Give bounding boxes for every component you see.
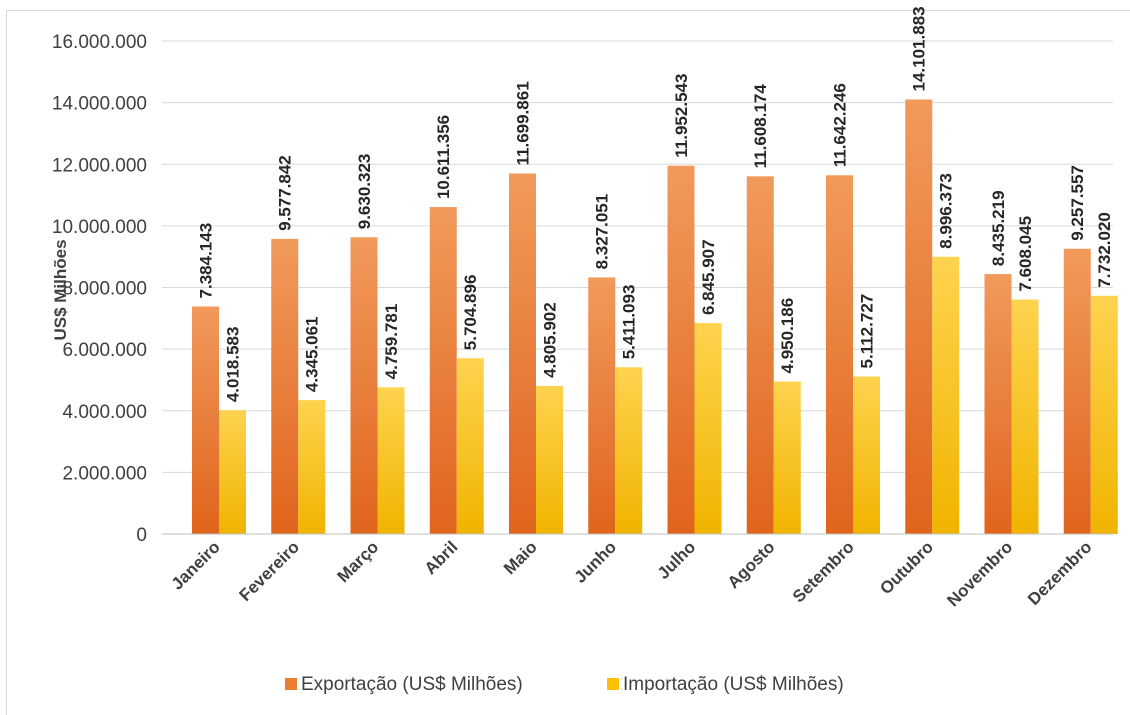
data-label: 6.845.907 [699,239,718,315]
data-label: 10.611.356 [434,115,453,199]
data-label: 7.608.045 [1016,216,1035,292]
data-label: 7.384.143 [197,223,216,299]
bar-importacao [219,410,246,534]
bar-importacao [1011,299,1039,534]
y-tick-label: 12.000.000 [52,155,147,176]
bar-exportacao [429,207,457,534]
bar-exportacao [826,175,853,534]
x-tick-label: Janeiro [168,537,224,593]
x-tick-label: Dezembro [1024,537,1096,609]
data-label: 11.642.246 [831,83,850,167]
data-label: 8.327.051 [593,194,612,270]
bar-importacao [298,400,326,534]
data-label: 4.805.902 [541,302,560,378]
data-label: 9.630.323 [355,154,374,230]
y-axis-ticks: 0 2.000.000 4.000.000 6.000.000 8.000.000 10.… [52,32,147,546]
x-tick-label: Março [333,537,382,586]
data-labels: 7.384.143 4.018.583 9.577.842 4.345.061 9.63… [197,6,1115,402]
data-label: 5.704.896 [461,275,480,351]
bar-importacao [773,381,801,534]
legend-label-exportacao: Exportação (US$ Milhões) [301,674,523,695]
bar-exportacao [667,165,695,534]
data-label: 11.608.174 [751,84,770,169]
x-axis-categories: Janeiro Fevereiro Março Abril Maio Junho Julho… [168,537,1096,610]
data-label: 5.112.727 [858,294,877,369]
data-label: 11.699.861 [514,81,533,165]
data-label: 8.996.373 [937,173,956,249]
bar-importacao [853,376,880,534]
bar-importacao [536,385,563,534]
y-tick-label: 6.000.000 [62,340,147,361]
bar-importacao [377,387,405,534]
bar-exportacao [588,277,616,534]
bar-exportacao [509,173,536,534]
bar-importacao [932,256,960,534]
y-tick-label: 14.000.000 [52,94,147,115]
bar-importacao [456,358,484,534]
legend: Exportação (US$ Milhões) Importação (US$… [285,674,844,695]
x-tick-label: Agosto [724,537,779,592]
data-label: 7.732.020 [1095,212,1114,288]
y-tick-label: 10.000.000 [52,217,147,238]
bar-exportacao [746,176,774,535]
x-tick-label: Fevereiro [236,537,304,605]
bar-exportacao [271,238,299,534]
data-label: 4.018.583 [224,327,243,403]
y-tick-label: 0 [136,525,147,546]
data-label: 4.345.061 [303,316,322,392]
x-tick-label: Maio [500,537,541,578]
bar-exportacao [905,99,933,535]
bar-importacao [615,367,643,534]
bar-exportacao [1063,248,1091,534]
bar-exportacao [350,237,378,534]
legend-swatch-importacao [607,678,619,690]
legend-label-importacao: Importação (US$ Milhões) [623,674,844,695]
x-tick-label: Julho [654,537,699,582]
x-tick-label: Abril [421,537,462,578]
data-label: 8.435.219 [989,190,1008,266]
bars [192,99,1118,535]
data-label: 5.411.093 [620,285,639,360]
chart-border-left [6,10,7,715]
x-tick-label: Novembro [943,537,1016,610]
bar-exportacao [984,274,1012,534]
data-label: 9.257.557 [1068,165,1087,241]
x-tick-label: Junho [571,537,620,586]
y-axis-label: US$ Milhões [51,239,70,340]
bar-importacao [1090,295,1118,534]
bar-exportacao [192,306,219,534]
x-tick-label: Setembro [789,537,858,606]
data-label: 4.759.781 [382,304,401,380]
y-tick-label: 8.000.000 [62,279,147,300]
legend-swatch-exportacao [285,678,297,690]
data-label: 4.950.186 [778,298,797,374]
y-tick-label: 16.000.000 [52,32,147,53]
data-label: 14.101.883 [910,6,929,91]
chart-border-top [6,10,1130,11]
bar-importacao [694,323,722,534]
data-label: 9.577.842 [276,155,295,231]
data-label: 11.952.543 [672,74,691,158]
y-tick-label: 2.000.000 [62,463,147,484]
x-tick-label: Outubro [876,537,937,598]
y-tick-label: 4.000.000 [62,402,147,423]
